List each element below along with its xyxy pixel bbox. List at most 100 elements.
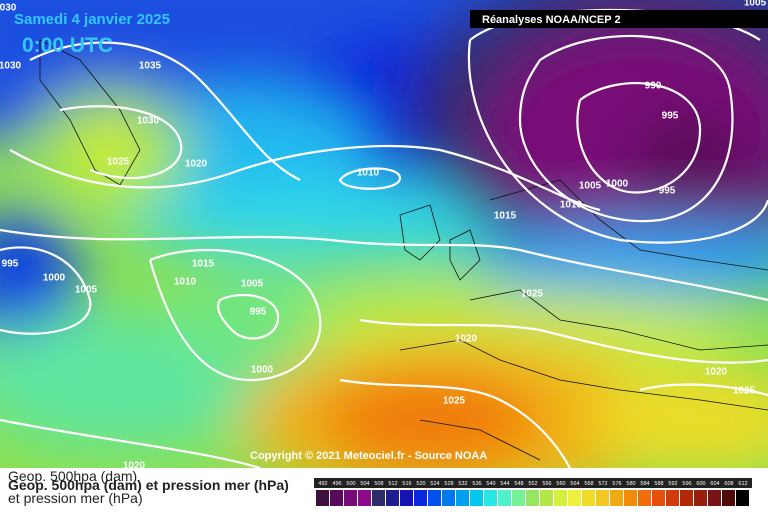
scale-label: 612 bbox=[738, 481, 747, 487]
source-box bbox=[470, 10, 768, 28]
map-date: Samedi 4 janvier 2025 bbox=[14, 11, 170, 28]
scale-label: 520 bbox=[416, 481, 425, 487]
scale-label: 500 bbox=[346, 481, 355, 487]
scale-swatch bbox=[414, 490, 427, 506]
isobar-label: 1025 bbox=[443, 396, 466, 407]
scale-swatch bbox=[596, 490, 609, 506]
scale-swatch bbox=[638, 490, 651, 506]
scale-swatch bbox=[428, 490, 441, 506]
isobar-label: 1010 bbox=[560, 200, 583, 211]
isobar-label: 1020 bbox=[123, 461, 146, 472]
scale-label: 516 bbox=[402, 481, 411, 487]
scale-swatch bbox=[540, 490, 553, 506]
isobar-label: 995 bbox=[250, 307, 267, 318]
isobar-label: 1000 bbox=[606, 179, 629, 190]
isobar-label: 1015 bbox=[494, 211, 517, 222]
isobar-label: 1025 bbox=[107, 157, 130, 168]
isobar-label: 030 bbox=[0, 3, 17, 14]
scale-swatch bbox=[610, 490, 623, 506]
isobar-label: 1020 bbox=[705, 367, 728, 378]
scale-swatch bbox=[624, 490, 637, 506]
field: 030 1005 1030 1035 1030 1025 1020 1010 990 995 100… bbox=[0, 0, 768, 472]
scale-label: 592 bbox=[668, 481, 677, 487]
scale-swatch bbox=[554, 490, 567, 506]
isobar-label: 1005 bbox=[241, 279, 264, 290]
scale-label: 596 bbox=[682, 481, 691, 487]
scale-label: 548 bbox=[514, 481, 523, 487]
scale-label: 576 bbox=[612, 481, 621, 487]
coastline bbox=[39, 39, 141, 186]
isobar-label: 1030 bbox=[0, 61, 22, 72]
isobar-label: 995 bbox=[2, 259, 19, 270]
scale-label: 496 bbox=[332, 481, 341, 487]
legend-title: Geop. 500hpa (dam) et pression mer (hPa) bbox=[8, 477, 289, 493]
scale-label: 528 bbox=[444, 481, 453, 487]
isobar-label: 995 bbox=[662, 111, 679, 122]
scale-swatch bbox=[344, 490, 357, 506]
scale-swatch bbox=[652, 490, 665, 506]
scale-swatch bbox=[358, 490, 371, 506]
scale-label: 536 bbox=[472, 481, 481, 487]
coastline bbox=[399, 179, 768, 461]
source: Réanalyses NOAA/NCEP 2 bbox=[482, 14, 621, 26]
scale-swatch bbox=[400, 490, 413, 506]
scale-swatch bbox=[680, 490, 693, 506]
scale-label: 556 bbox=[542, 481, 551, 487]
isobar-labels: 030 1005 1030 1035 1030 1025 1020 1010 990 995 100… bbox=[0, 0, 767, 472]
scale-swatch bbox=[470, 490, 483, 506]
scale-label: 532 bbox=[458, 481, 467, 487]
legend-title: Geop. 500hpa (dam) bbox=[8, 468, 137, 484]
isobar-label: 1005 bbox=[75, 285, 98, 296]
scale-label: 492 bbox=[318, 481, 327, 487]
scale-swatch bbox=[722, 490, 735, 506]
scale-label: 544 bbox=[500, 481, 509, 487]
scale-label: 504 bbox=[360, 481, 369, 487]
scale-swatch bbox=[512, 490, 525, 506]
scale-swatch bbox=[526, 490, 539, 506]
isobar-label: 1035 bbox=[139, 61, 162, 72]
isobar-label: 1025 bbox=[733, 386, 756, 397]
isobar-label: 995 bbox=[659, 186, 676, 197]
scale-swatch bbox=[386, 490, 399, 506]
scale-label: 560 bbox=[556, 481, 565, 487]
legend-title: et pression mer (hPa) bbox=[8, 490, 143, 506]
scale-swatch bbox=[736, 490, 749, 506]
scale-label: 572 bbox=[598, 481, 607, 487]
scale-label: 508 bbox=[374, 481, 383, 487]
scale-swatch bbox=[484, 490, 497, 506]
scale-swatch bbox=[498, 490, 511, 506]
scale-label: 584 bbox=[640, 481, 649, 487]
color-scale: 492 496 500 504 508 512 516 520 524 528 532 536 540 5… bbox=[316, 481, 749, 506]
scale-swatch bbox=[456, 490, 469, 506]
isobar-label: 1030 bbox=[137, 116, 160, 127]
scale-swatch bbox=[568, 490, 581, 506]
scale-label: 552 bbox=[528, 481, 537, 487]
scale-swatch bbox=[372, 490, 385, 506]
isobar-label: 1005 bbox=[579, 181, 602, 192]
scale-label: 604 bbox=[710, 481, 719, 487]
isobar-label: 1025 bbox=[521, 289, 544, 300]
isobar-label: 1020 bbox=[455, 334, 478, 345]
isobar-label: 1010 bbox=[174, 277, 197, 288]
scale-label: 580 bbox=[626, 481, 635, 487]
scale-label: 524 bbox=[430, 481, 439, 487]
isobar-label: 1020 bbox=[185, 159, 208, 170]
scale-swatch bbox=[442, 490, 455, 506]
scale-label: 512 bbox=[388, 481, 397, 487]
isobar-label: 1010 bbox=[357, 168, 380, 179]
copyright: Copyright © 2021 Meteociel.fr - Source N… bbox=[250, 450, 487, 462]
isobar-label: 990 bbox=[645, 81, 662, 92]
scale-label: 568 bbox=[584, 481, 593, 487]
scale-label: 588 bbox=[654, 481, 663, 487]
scale-swatch bbox=[316, 490, 329, 506]
isobar-label: 1005 bbox=[744, 0, 767, 9]
scale-strip bbox=[314, 478, 752, 488]
isobar-label: 1000 bbox=[251, 365, 274, 376]
scale-swatch bbox=[694, 490, 707, 506]
isobar-label: 1000 bbox=[43, 273, 66, 284]
scale-swatch bbox=[330, 490, 343, 506]
scale-swatch bbox=[582, 490, 595, 506]
scale-label: 564 bbox=[570, 481, 579, 487]
scale-swatch bbox=[708, 490, 721, 506]
